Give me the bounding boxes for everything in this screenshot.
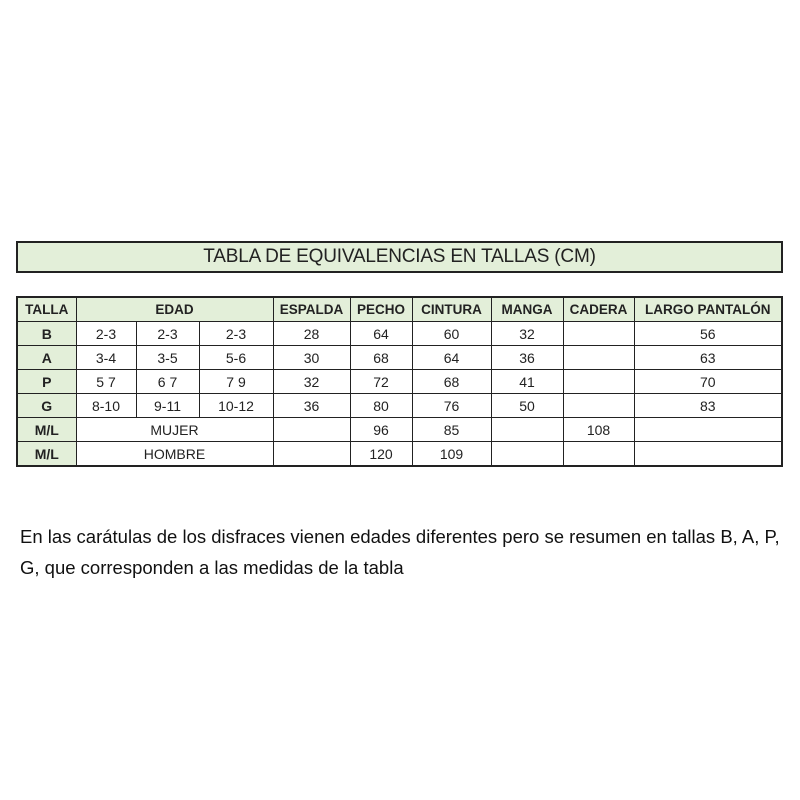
cell-edad: 5 7 xyxy=(75,369,137,394)
cell-edad: 3-4 xyxy=(75,345,137,370)
cell-cintura: 60 xyxy=(411,321,492,346)
cell-cadera xyxy=(562,369,635,394)
cell-manga xyxy=(490,417,564,442)
table-row: M/L MUJER 96 85 108 xyxy=(16,417,783,442)
cell-cintura: 76 xyxy=(411,393,492,418)
table-title: TABLA DE EQUIVALENCIAS EN TALLAS (CM) xyxy=(16,241,783,273)
cell-edad: 7 9 xyxy=(198,369,274,394)
cell-espalda xyxy=(272,417,351,442)
cell-espalda: 36 xyxy=(272,393,351,418)
table-row: A 3-4 3-5 5-6 30 68 64 36 63 xyxy=(16,345,783,370)
cell-largo: 56 xyxy=(633,321,783,346)
header-pecho: PECHO xyxy=(349,296,413,322)
header-cadera: CADERA xyxy=(562,296,635,322)
cell-pecho: 120 xyxy=(349,441,413,467)
cell-cintura: 68 xyxy=(411,369,492,394)
size-table: TALLA EDAD ESPALDA PECHO CINTURA MANGA C… xyxy=(16,296,783,467)
cell-edad: 9-11 xyxy=(135,393,200,418)
cell-cadera xyxy=(562,345,635,370)
cell-manga: 41 xyxy=(490,369,564,394)
cell-manga xyxy=(490,441,564,467)
header-largo-pantalon: LARGO PANTALÓN xyxy=(633,296,783,322)
header-cintura: CINTURA xyxy=(411,296,492,322)
cell-cadera: 108 xyxy=(562,417,635,442)
cell-talla: P xyxy=(16,369,77,394)
cell-edad: 6 7 xyxy=(135,369,200,394)
cell-cintura: 64 xyxy=(411,345,492,370)
cell-edad: 5-6 xyxy=(198,345,274,370)
cell-edad: HOMBRE xyxy=(75,441,274,467)
cell-pecho: 96 xyxy=(349,417,413,442)
cell-pecho: 64 xyxy=(349,321,413,346)
table-row: M/L HOMBRE 120 109 xyxy=(16,441,783,467)
cell-edad: MUJER xyxy=(75,417,274,442)
cell-edad: 8-10 xyxy=(75,393,137,418)
cell-espalda: 30 xyxy=(272,345,351,370)
cell-manga: 50 xyxy=(490,393,564,418)
cell-manga: 36 xyxy=(490,345,564,370)
cell-edad: 2-3 xyxy=(75,321,137,346)
cell-largo: 63 xyxy=(633,345,783,370)
cell-talla: M/L xyxy=(16,441,77,467)
cell-espalda xyxy=(272,441,351,467)
cell-edad: 2-3 xyxy=(198,321,274,346)
cell-cadera xyxy=(562,321,635,346)
header-espalda: ESPALDA xyxy=(272,296,351,322)
cell-talla: B xyxy=(16,321,77,346)
cell-espalda: 32 xyxy=(272,369,351,394)
cell-largo xyxy=(633,417,783,442)
cell-largo xyxy=(633,441,783,467)
cell-pecho: 68 xyxy=(349,345,413,370)
cell-edad: 3-5 xyxy=(135,345,200,370)
header-manga: MANGA xyxy=(490,296,564,322)
cell-espalda: 28 xyxy=(272,321,351,346)
cell-edad: 10-12 xyxy=(198,393,274,418)
header-talla: TALLA xyxy=(16,296,77,322)
cell-manga: 32 xyxy=(490,321,564,346)
cell-talla: G xyxy=(16,393,77,418)
table-row: B 2-3 2-3 2-3 28 64 60 32 56 xyxy=(16,321,783,346)
cell-talla: M/L xyxy=(16,417,77,442)
table-row: G 8-10 9-11 10-12 36 80 76 50 83 xyxy=(16,393,783,418)
header-edad: EDAD xyxy=(75,296,274,322)
cell-talla: A xyxy=(16,345,77,370)
header-row: TALLA EDAD ESPALDA PECHO CINTURA MANGA C… xyxy=(16,296,783,322)
cell-largo: 83 xyxy=(633,393,783,418)
cell-cintura: 109 xyxy=(411,441,492,467)
cell-cadera xyxy=(562,393,635,418)
cell-edad: 2-3 xyxy=(135,321,200,346)
cell-largo: 70 xyxy=(633,369,783,394)
cell-cintura: 85 xyxy=(411,417,492,442)
cell-cadera xyxy=(562,441,635,467)
cell-pecho: 80 xyxy=(349,393,413,418)
cell-pecho: 72 xyxy=(349,369,413,394)
note-text: En las carátulas de los disfraces vienen… xyxy=(20,526,780,578)
